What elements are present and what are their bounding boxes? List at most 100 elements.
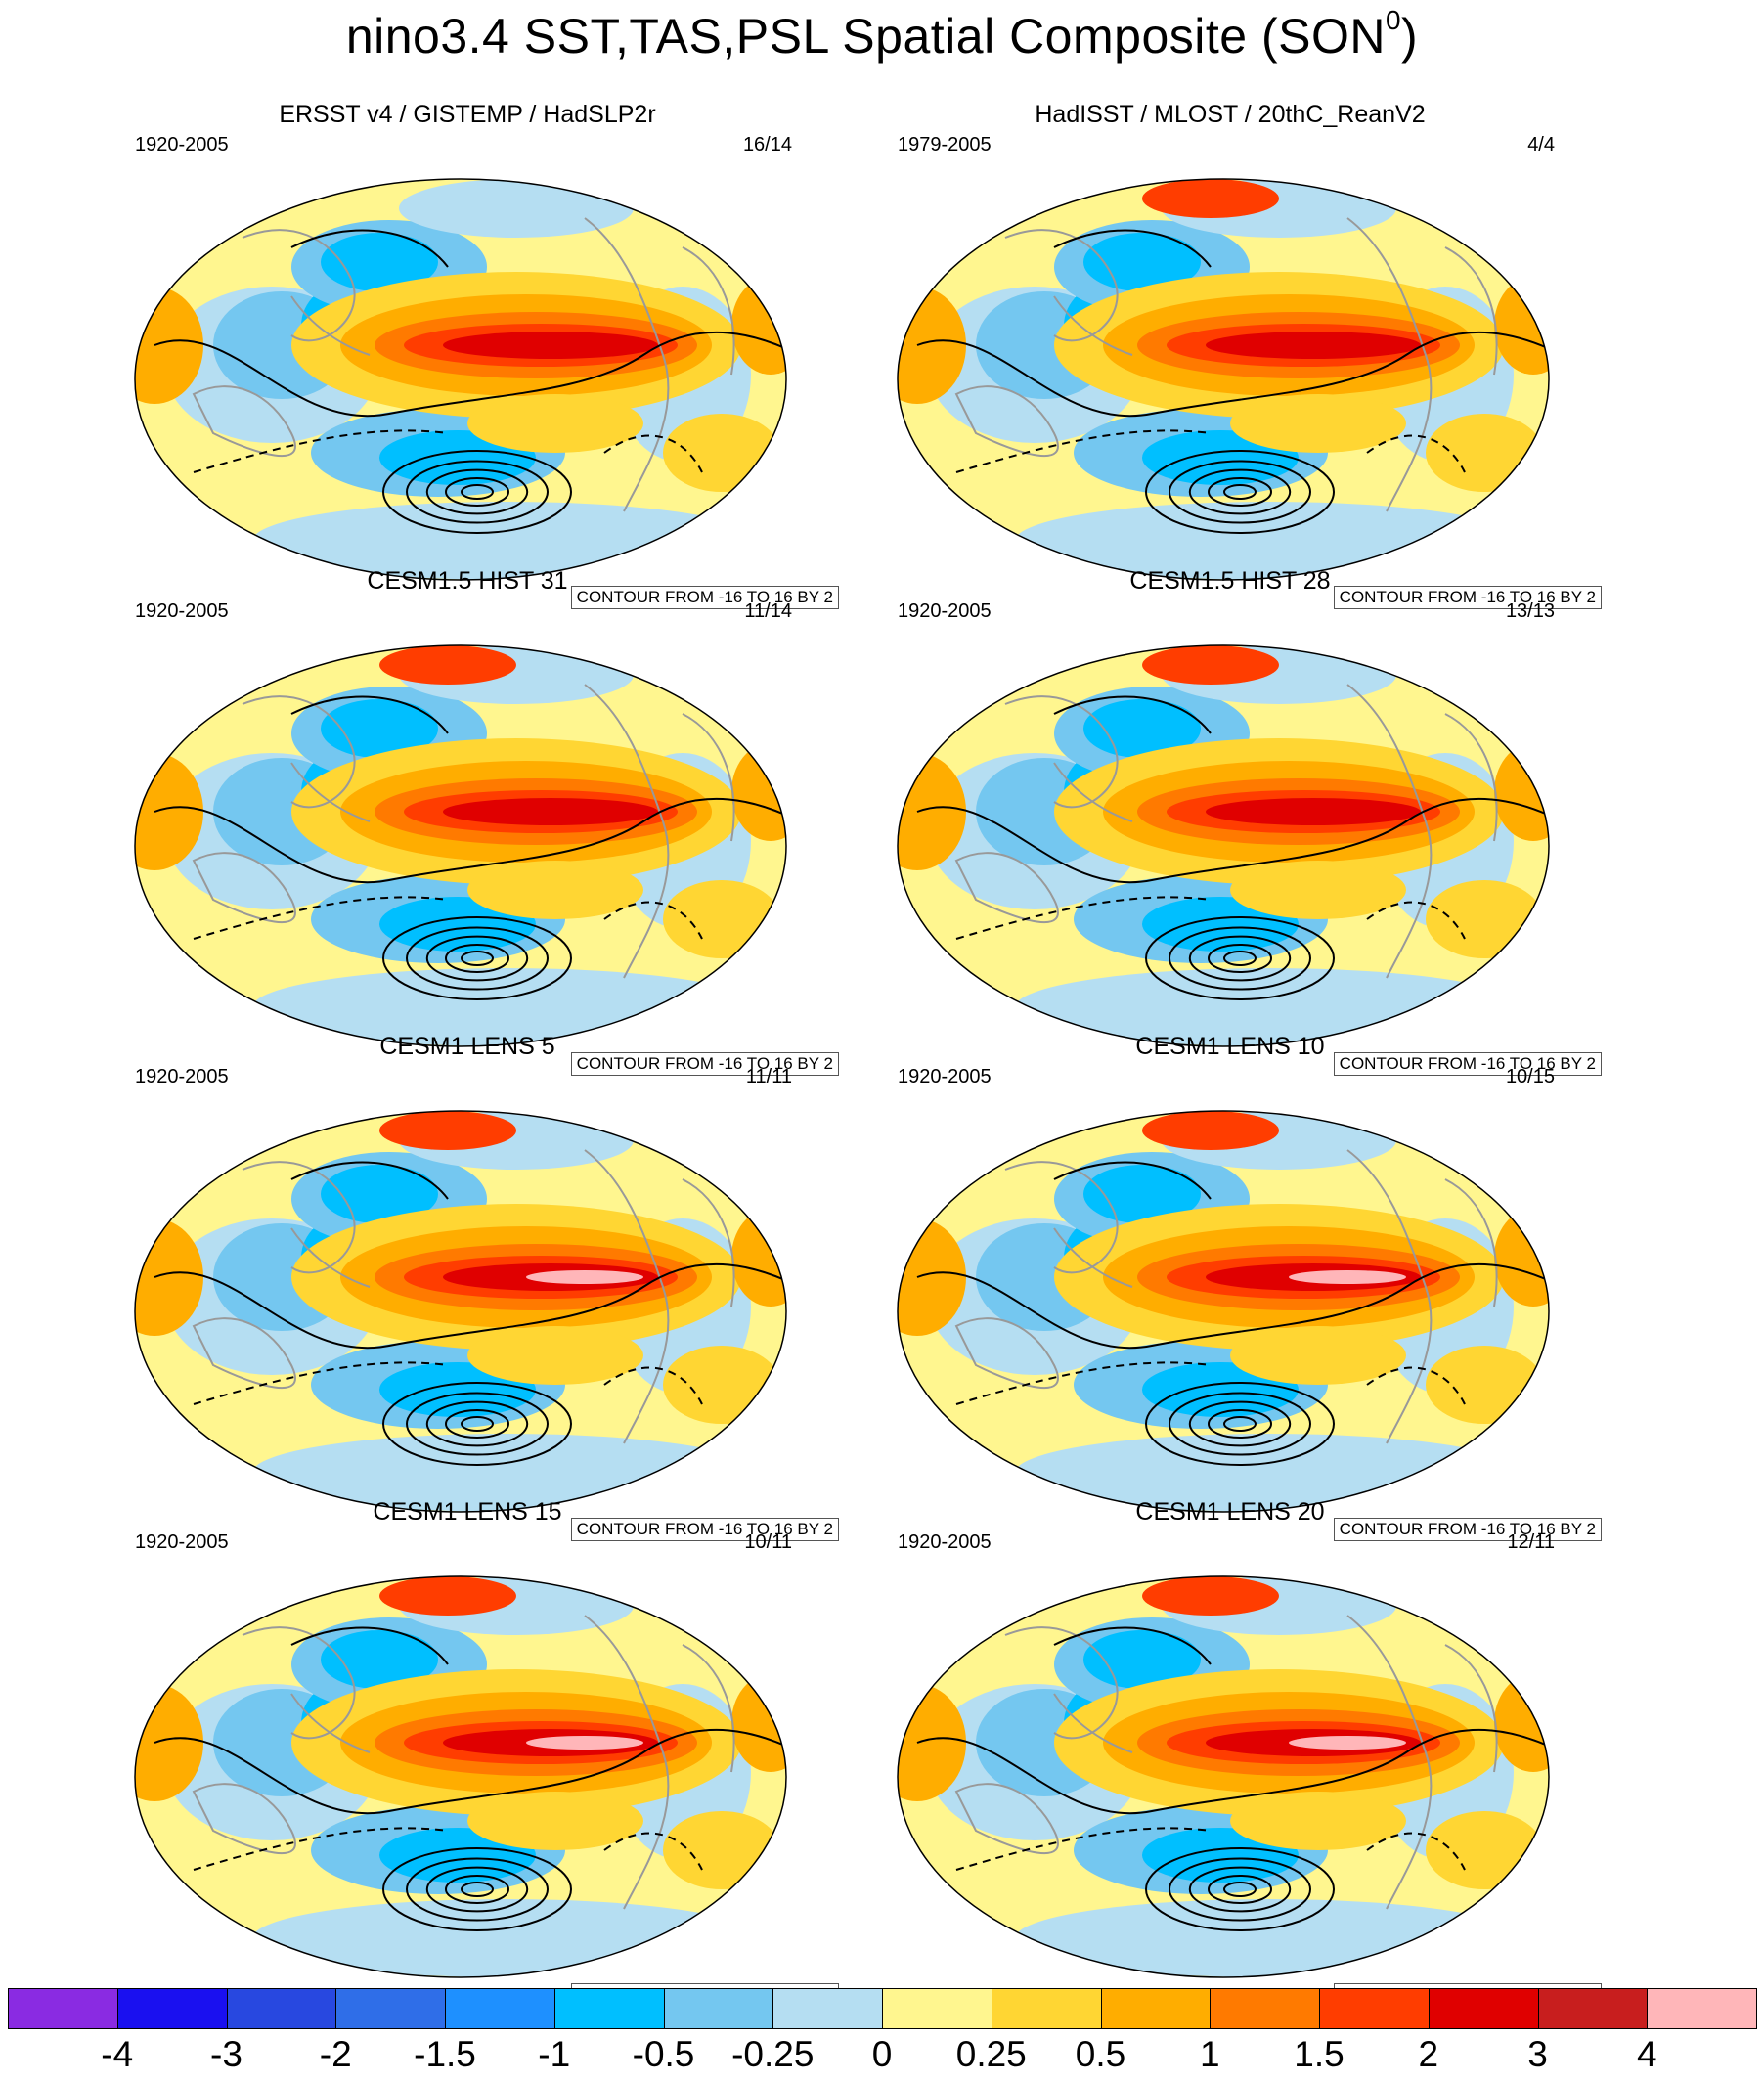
main-title-suffix: ) [1401,9,1419,64]
warm-region [1142,179,1279,218]
contour-line-negative [603,434,703,473]
warm-region [663,414,780,492]
coastline [1444,1644,1498,1773]
coastline [192,385,296,457]
contour-line [290,695,449,734]
warm-region [467,1792,643,1850]
coastline [1346,684,1433,979]
psl-contours [916,229,1549,534]
contour-line [154,1728,786,1815]
colorbar-box [1100,1988,1212,2029]
warm-region [731,1209,786,1307]
colorbar-tick-label: 3 [1527,2034,1548,2074]
warm-region [1142,1576,1279,1616]
colorbar-box [663,1988,774,2029]
contour-line [1223,951,1257,966]
contour-line [1169,926,1311,991]
coastline [1004,1626,1119,1740]
contour-note: CONTOUR FROM -16 TO 16 BY 2 [570,1518,839,1541]
map-field [898,1111,1549,1512]
contour-line [1145,450,1335,534]
warm-region [1494,743,1549,841]
contour-line [425,468,529,515]
warm-region [1206,798,1421,825]
warm-region [1289,1270,1406,1284]
colorbar-tick-label: 1.5 [1294,2034,1345,2074]
contour-line [1208,477,1272,507]
colorbar-tick-label: 1 [1199,2034,1220,2074]
panel-title: CESM1.5 HIST 31 [367,567,568,595]
warm-region [1230,1792,1406,1850]
contour-line [1053,695,1212,734]
map-border [134,1575,787,1978]
panel-count: 10/15 [1505,1066,1555,1087]
map-border [897,178,1550,581]
contour-line-negative [193,1361,449,1405]
warm-region [731,743,786,841]
warm-region [1230,394,1406,453]
warm-region [379,1111,516,1150]
map-svg [897,644,1550,1047]
coastline [584,217,670,512]
warm-region [1426,414,1543,492]
contour-line [461,1882,494,1897]
warm-region [1494,1674,1549,1772]
contour-line [445,1875,509,1904]
coastline [242,1626,356,1740]
panel-title: CESM1 LENS 15 [373,1498,562,1526]
map-panel: CESM1 LENS 10 1920-2005 10/15 CONTOUR FROM … [859,1033,1602,1541]
cool-region [1015,1899,1523,1977]
warm-region [1142,645,1279,685]
contour-line [425,1400,529,1447]
warm-region [467,1326,643,1385]
contour-note: CONTOUR FROM -16 TO 16 BY 2 [570,1052,839,1076]
main-title-text: nino3.4 SST,TAS,PSL Spatial Composite (S… [345,9,1386,64]
coastline [290,762,371,822]
contour-line [461,1416,494,1432]
warm-region [1230,861,1406,919]
colorbar-tick-label: -0.5 [632,2034,695,2074]
warm-region [1230,1326,1406,1385]
coastline [1053,295,1133,356]
panel-years: 1920-2005 [898,1066,992,1087]
contour-line [154,331,786,418]
colorbar-box [553,1988,665,2029]
cool-region [252,1899,761,1977]
warm-region [1426,880,1543,958]
colorbar-tick-label: -1.5 [414,2034,476,2074]
coastline [290,1227,371,1288]
warm-region [663,880,780,958]
contour-line [290,229,449,268]
contour-line-negative [1366,434,1466,473]
colorbar-tick-label: 0.5 [1075,2034,1126,2074]
psl-contours [916,695,1549,1000]
contour-line [1223,484,1257,500]
contour-line [916,331,1549,418]
coastline [682,713,735,842]
warm-region [443,798,658,825]
map-panel: HadISST / MLOST / 20thC_ReanV2 1979-2005 4… [859,101,1602,609]
warm-region [379,645,516,685]
contour-line [290,1161,449,1200]
map-panel: CESM1.5 HIST 31 1920-2005 11/14 CONTOUR FRO… [96,567,839,1076]
map-svg [897,1110,1550,1513]
psl-contours [154,1161,786,1466]
coastline [1444,1178,1498,1307]
contour-line [1188,1400,1292,1447]
coastline [954,1317,1059,1389]
panel-title: CESM1.5 HIST 28 [1129,567,1331,595]
contour-line [916,1262,1549,1350]
coastline [584,684,670,979]
coastline [1053,762,1133,822]
map-border [134,644,787,1047]
contour-line [1145,1847,1335,1931]
panel-years: 1920-2005 [898,1531,992,1553]
contour-line [425,935,529,982]
map-field [135,1576,786,1977]
psl-contours [154,695,786,1000]
colorbar-box [445,1988,555,2029]
contour-note: CONTOUR FROM -16 TO 16 BY 2 [1333,1052,1602,1076]
colorbar-box [226,1988,337,2029]
